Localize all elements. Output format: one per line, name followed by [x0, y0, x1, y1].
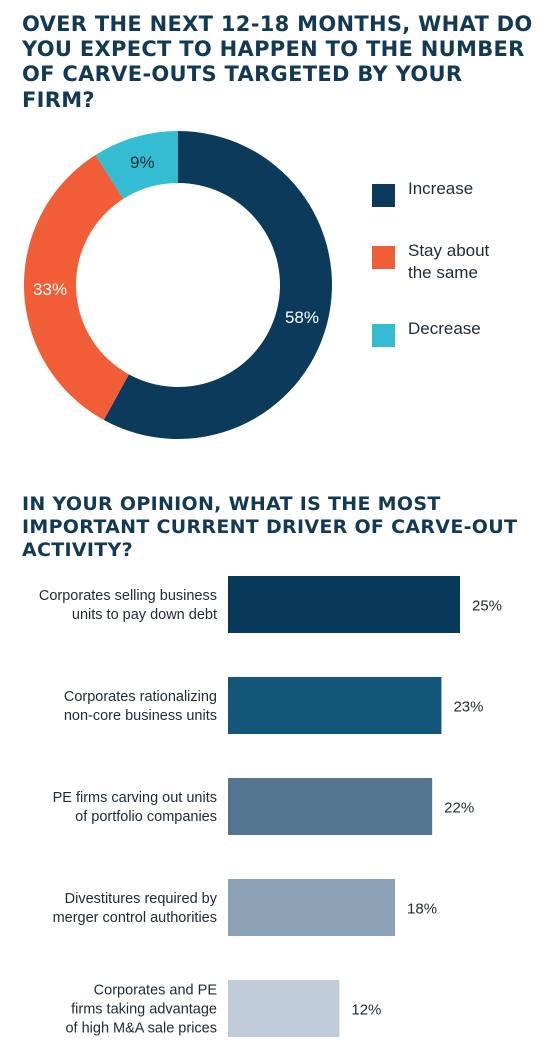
bar-category-line: units to pay down debt: [72, 607, 217, 623]
bar-chart-title: IN YOUR OPINION, WHAT IS THE MOST IMPORT…: [22, 493, 518, 561]
legend-label-stay-same-line2: the same: [408, 263, 478, 282]
legend-item-decrease: Decrease: [372, 318, 528, 347]
donut-slice-decrease: [95, 131, 178, 199]
donut-label-decrease: 9%: [130, 153, 155, 172]
legend-label-stay-same: Stay about the same: [408, 240, 528, 284]
donut-slice-stay-same: [24, 154, 129, 420]
bar-divestitures: [228, 879, 396, 936]
legend-item-increase: Increase: [372, 178, 528, 207]
bar-category-line: of high M&A sale prices: [65, 1021, 217, 1037]
bar-category-divestitures: Divestitures required by merger control a…: [53, 891, 218, 926]
bar-category-line: Corporates rationalizing: [64, 689, 217, 705]
bar-category-line: Divestitures required by: [65, 891, 218, 907]
bar-category-line: merger control authorities: [53, 910, 217, 926]
donut-chart: 58% 33% 9%: [24, 131, 332, 439]
bar-sale-prices: [228, 980, 340, 1037]
bar-category-line: Corporates selling business: [39, 588, 217, 604]
bar-value-pay-down-debt: 25%: [472, 598, 502, 615]
bar-category-line: of portfolio companies: [75, 809, 217, 825]
legend-swatch-increase: [372, 184, 395, 207]
legend-swatch-decrease: [372, 324, 395, 347]
bar-pay-down-debt: [228, 576, 460, 633]
bar-category-rationalizing: Corporates rationalizing non-core busines…: [64, 689, 217, 724]
bar-value-pe-carving: 22%: [444, 800, 474, 817]
bar-category-pay-down-debt: Corporates selling business units to pay …: [39, 588, 217, 623]
bar-category-line: Corporates and PE: [94, 983, 218, 999]
legend-label-decrease: Decrease: [408, 319, 481, 338]
bar-category-line: non-core business units: [64, 708, 217, 724]
bar-rationalizing: [228, 677, 442, 734]
donut-label-increase: 58%: [285, 308, 319, 327]
bar-value-rationalizing: 23%: [453, 699, 483, 716]
bar-pe-carving: [228, 778, 433, 835]
legend-item-stay-same: Stay about the same: [372, 240, 528, 284]
donut-slice-increase: [103, 131, 332, 439]
bar-category-sale-prices: Corporates and PE firms taking advantage o…: [65, 983, 217, 1037]
bar-category-line: firms taking advantage: [71, 1002, 217, 1018]
legend-swatch-stay-same: [372, 246, 395, 269]
bar-chart: 25% Corporates selling business units to p…: [39, 576, 502, 1037]
bar-category-pe-carving: PE firms carving out units of portfolio c…: [53, 790, 217, 825]
bar-value-sale-prices: 12%: [351, 1002, 381, 1019]
legend-label-stay-same-line1: Stay about: [408, 241, 490, 260]
donut-chart-title: OVER THE NEXT 12-18 MONTHS, WHAT DO YOU …: [22, 12, 533, 112]
bar-category-line: PE firms carving out units: [53, 790, 217, 806]
bar-value-divestitures: 18%: [407, 901, 437, 918]
donut-label-stay-same: 33%: [33, 280, 67, 299]
legend-label-increase: Increase: [408, 179, 474, 198]
